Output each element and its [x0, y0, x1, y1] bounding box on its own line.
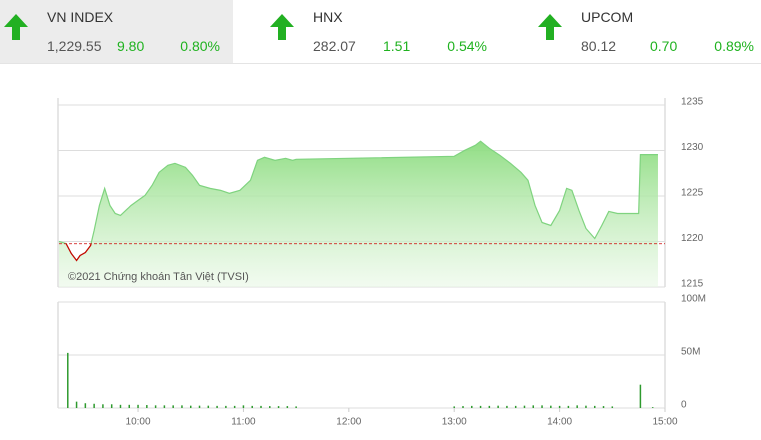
x-tick-label: 12:00 — [336, 417, 361, 428]
bar — [251, 405, 253, 408]
bar — [146, 405, 148, 408]
bar — [154, 405, 157, 408]
index-tile[interactable]: VN INDEX 1,229.55 9.80 0.80% — [0, 0, 233, 63]
y-tick-label: 1215 — [681, 279, 704, 290]
bar — [225, 405, 227, 408]
bar — [497, 405, 499, 408]
bar — [128, 404, 131, 408]
bar — [611, 406, 614, 408]
index-percent: 0.54% — [447, 38, 487, 54]
index-name: VN INDEX — [47, 9, 114, 25]
bar — [277, 406, 280, 408]
bar — [567, 405, 570, 408]
index-value: 282.07 — [313, 38, 356, 54]
bar — [286, 406, 289, 408]
index-percent: 0.80% — [180, 38, 220, 54]
bar — [216, 405, 218, 408]
bar — [295, 406, 297, 408]
bar — [137, 404, 139, 408]
index-change: 0.70 — [650, 38, 678, 54]
x-tick-label: 14:00 — [547, 417, 572, 428]
bar — [479, 405, 482, 408]
index-value: 80.12 — [581, 38, 617, 54]
bar — [541, 405, 543, 408]
bar — [163, 405, 166, 408]
x-tick-label: 10:00 — [126, 417, 151, 428]
bar — [471, 405, 473, 408]
bar — [651, 407, 654, 408]
bar — [488, 405, 491, 408]
line — [58, 140, 658, 262]
bar — [102, 404, 104, 408]
index-name: UPCOM — [581, 9, 634, 25]
up-arrow — [538, 14, 562, 40]
bar — [110, 404, 113, 408]
bar — [260, 405, 262, 408]
index-change: 1.51 — [383, 38, 411, 54]
area — [59, 141, 658, 287]
index-value: 1,229.55 — [47, 38, 102, 54]
bar — [514, 405, 517, 408]
bar — [506, 405, 508, 408]
bar — [75, 401, 78, 408]
index-tiles: VN INDEX 1,229.55 9.80 0.80% HNX 282.07 … — [0, 0, 761, 63]
bar — [532, 405, 535, 408]
y-tick-label: 1225 — [681, 188, 704, 199]
bar — [207, 405, 210, 408]
bar — [84, 403, 87, 408]
x-tick-label: 15:00 — [652, 417, 677, 428]
bar — [523, 405, 526, 408]
index-tile[interactable]: UPCOM 80.12 0.70 0.89% — [534, 0, 761, 63]
bar — [93, 403, 95, 408]
bar — [198, 405, 201, 408]
bar — [181, 405, 183, 408]
y-tick-label: 1230 — [681, 142, 704, 153]
bar — [462, 406, 464, 408]
bar — [585, 405, 587, 408]
bar — [639, 384, 642, 408]
bar — [119, 404, 122, 408]
bar — [593, 405, 596, 408]
bar — [269, 406, 271, 408]
y-tick-label: 50M — [681, 347, 700, 358]
index-change: 9.80 — [117, 38, 145, 54]
y-tick-label: 1235 — [681, 97, 704, 108]
bar — [233, 405, 236, 408]
bar — [172, 405, 174, 408]
bar — [576, 405, 578, 408]
bar — [242, 405, 245, 408]
y-tick-label: 100M — [681, 294, 706, 305]
bar — [67, 352, 69, 408]
annotation: ©2021 Chứng khoán Tân Việt (TVSI) — [68, 271, 249, 283]
divider — [0, 63, 761, 64]
bar — [453, 406, 455, 408]
x-tick-label: 13:00 — [442, 417, 467, 428]
index-name: HNX — [313, 9, 343, 25]
bar — [558, 405, 561, 408]
index-percent: 0.89% — [714, 38, 754, 54]
index-tile[interactable]: HNX 282.07 1.51 0.54% — [266, 0, 499, 63]
up-arrow — [4, 14, 28, 40]
y-tick-label: 0 — [681, 400, 687, 411]
x-tick-label: 11:00 — [231, 417, 256, 428]
bar — [189, 405, 192, 408]
bar — [550, 405, 552, 408]
bar — [602, 406, 605, 408]
up-arrow — [270, 14, 294, 40]
y-tick-label: 1220 — [681, 233, 704, 244]
